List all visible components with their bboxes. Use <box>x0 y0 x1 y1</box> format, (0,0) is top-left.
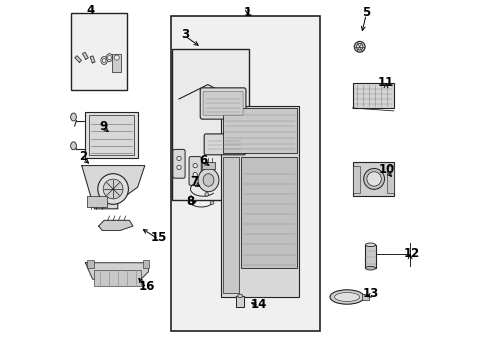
Ellipse shape <box>101 57 107 64</box>
Ellipse shape <box>210 201 213 204</box>
Polygon shape <box>90 56 95 63</box>
Ellipse shape <box>366 172 381 186</box>
Text: 12: 12 <box>403 247 419 260</box>
Ellipse shape <box>70 113 76 121</box>
Bar <box>170 16 320 331</box>
Ellipse shape <box>354 41 365 52</box>
Ellipse shape <box>114 55 119 60</box>
Text: 8: 8 <box>186 195 194 208</box>
Ellipse shape <box>203 174 213 186</box>
Text: 13: 13 <box>363 287 379 300</box>
Bar <box>241 157 296 268</box>
Polygon shape <box>99 220 133 230</box>
Text: 7: 7 <box>190 175 198 188</box>
FancyBboxPatch shape <box>189 157 201 185</box>
Ellipse shape <box>106 54 113 62</box>
Text: 11: 11 <box>377 76 393 89</box>
Text: 16: 16 <box>138 280 154 293</box>
Bar <box>361 294 368 300</box>
Text: 1: 1 <box>243 6 251 19</box>
Ellipse shape <box>356 44 362 50</box>
Bar <box>221 106 298 297</box>
Ellipse shape <box>329 290 364 304</box>
Bar <box>94 270 141 286</box>
Bar <box>87 260 94 268</box>
Bar <box>142 260 149 268</box>
Bar <box>71 13 126 90</box>
Text: 6: 6 <box>199 154 207 167</box>
Bar <box>89 115 134 155</box>
Text: 2: 2 <box>79 150 87 163</box>
Ellipse shape <box>198 168 219 192</box>
Polygon shape <box>81 166 144 209</box>
Text: 3: 3 <box>181 28 189 41</box>
Ellipse shape <box>237 294 242 298</box>
Ellipse shape <box>107 55 111 60</box>
Bar <box>87 196 107 207</box>
Bar <box>352 83 393 108</box>
Ellipse shape <box>204 193 208 196</box>
Text: 10: 10 <box>378 163 394 176</box>
FancyBboxPatch shape <box>172 149 185 178</box>
Ellipse shape <box>193 172 197 177</box>
Ellipse shape <box>177 165 181 170</box>
Ellipse shape <box>365 243 375 247</box>
Text: 5: 5 <box>361 6 369 19</box>
FancyBboxPatch shape <box>200 88 245 119</box>
Polygon shape <box>75 56 81 62</box>
Ellipse shape <box>177 156 181 161</box>
Bar <box>352 166 359 193</box>
Bar <box>223 157 239 293</box>
Bar <box>171 49 249 200</box>
Bar <box>85 112 137 158</box>
Bar <box>112 54 121 72</box>
FancyBboxPatch shape <box>203 91 243 115</box>
Ellipse shape <box>102 58 106 63</box>
Bar <box>352 162 393 196</box>
Text: 14: 14 <box>250 298 266 311</box>
Bar <box>365 245 375 268</box>
Ellipse shape <box>363 168 384 189</box>
Ellipse shape <box>193 163 197 168</box>
Text: 4: 4 <box>86 4 95 17</box>
Ellipse shape <box>70 142 76 150</box>
FancyBboxPatch shape <box>204 134 245 155</box>
Bar <box>386 166 393 193</box>
Text: 9: 9 <box>99 120 107 132</box>
Bar <box>223 108 296 153</box>
Text: 15: 15 <box>150 231 167 244</box>
Ellipse shape <box>365 266 375 270</box>
Bar <box>236 296 244 307</box>
Polygon shape <box>85 263 148 283</box>
Ellipse shape <box>103 179 123 199</box>
Bar <box>202 162 215 169</box>
Ellipse shape <box>98 174 128 204</box>
Ellipse shape <box>334 292 359 302</box>
Polygon shape <box>82 52 88 59</box>
